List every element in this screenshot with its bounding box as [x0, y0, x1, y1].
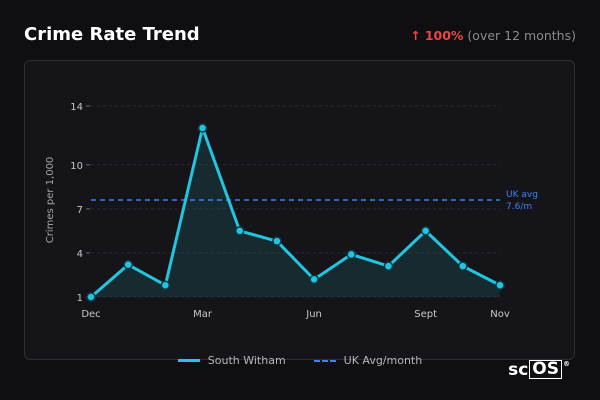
legend-swatch-average: [313, 359, 336, 362]
trend-up-arrow-icon: ↑: [410, 28, 421, 43]
y-tick-label: 4: [77, 249, 83, 260]
legend-swatch-series: [177, 359, 200, 362]
data-point[interactable]: [346, 249, 357, 260]
data-point[interactable]: [123, 259, 133, 270]
grid-lines: [91, 105, 500, 298]
legend-item-average[interactable]: UK Avg/month: [313, 354, 423, 367]
data-point[interactable]: [495, 280, 505, 290]
data-point[interactable]: [272, 236, 282, 246]
data-point[interactable]: [309, 274, 319, 285]
data-point[interactable]: [420, 226, 431, 236]
data-point[interactable]: [383, 261, 394, 271]
y-tick-label: 14: [70, 102, 83, 113]
x-tick-label: Mar: [193, 309, 213, 320]
series-area: [91, 128, 500, 297]
change-period: (over 12 months): [467, 28, 576, 43]
chart-card: [24, 60, 575, 360]
data-point[interactable]: [160, 280, 171, 290]
data-points: [86, 123, 505, 302]
change-percent: 100%: [424, 28, 464, 43]
data-point[interactable]: [234, 226, 245, 236]
legend-label-series: South Witham: [207, 354, 286, 367]
chart-title: Crime Rate Trend: [24, 24, 200, 45]
y-tick-label: 1: [77, 293, 83, 304]
uk-average-label: UK avg: [506, 190, 538, 200]
x-tick-label: Nov: [490, 309, 510, 320]
y-axis-label: Crimes per 1,000: [45, 157, 56, 244]
legend-item-series[interactable]: South Witham: [177, 354, 286, 367]
legend-label-average: UK Avg/month: [343, 354, 423, 367]
change-indicator: ↑ 100% (over 12 months): [410, 28, 576, 43]
y-tick-label: 10: [70, 161, 83, 172]
data-point[interactable]: [197, 123, 208, 133]
chart-legend: South Witham UK Avg/month: [0, 354, 600, 367]
data-point[interactable]: [458, 261, 468, 271]
x-axis-ticks: Dec Mar Jun Sept Nov: [81, 309, 510, 320]
x-tick-label: Jun: [305, 309, 322, 320]
uk-average-value-label: 7.6/m: [506, 202, 532, 212]
series-line-south-witham: [89, 126, 502, 299]
x-tick-label: Sept: [414, 309, 437, 320]
x-tick-label: Dec: [81, 309, 100, 320]
y-tick-label: 7: [77, 205, 83, 216]
data-point[interactable]: [86, 292, 96, 302]
scos-logo: sc OS ®: [508, 359, 570, 380]
